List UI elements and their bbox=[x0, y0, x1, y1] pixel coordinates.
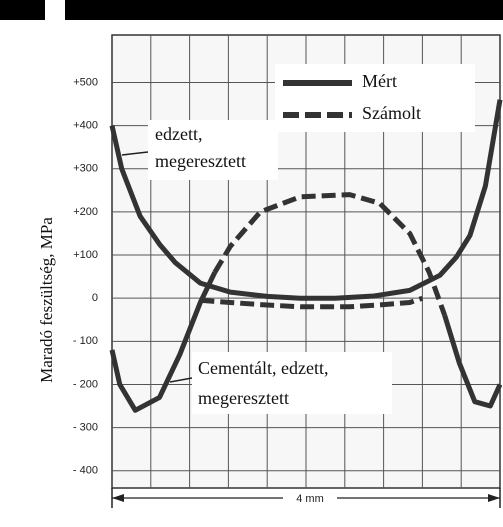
header-bar bbox=[65, 0, 503, 20]
legend-label: Számolt bbox=[362, 103, 421, 123]
y-tick-label: - 200 bbox=[73, 378, 98, 390]
solid-curve bbox=[109, 99, 503, 301]
annotation: megeresztett bbox=[198, 388, 289, 408]
annotation-box bbox=[192, 352, 392, 414]
annotation: megeresztett bbox=[155, 151, 246, 171]
annotation: edzett, bbox=[155, 124, 202, 144]
y-tick-label: - 400 bbox=[73, 465, 98, 477]
header-bar bbox=[0, 0, 45, 20]
annotation-box bbox=[148, 120, 278, 180]
solid-curve bbox=[109, 271, 218, 413]
annotation-arrow bbox=[169, 377, 193, 383]
dashed-curve bbox=[200, 295, 424, 310]
y-tick-label: +100 bbox=[73, 249, 98, 261]
y-tick-label: - 100 bbox=[73, 335, 98, 347]
annotation: Cementált, edzett, bbox=[198, 358, 328, 378]
y-axis-label: Maradó feszültség, MPa bbox=[37, 217, 56, 383]
solid-curve bbox=[442, 314, 503, 409]
y-tick-label: - 300 bbox=[73, 422, 98, 434]
y-tick-label: +200 bbox=[73, 206, 98, 218]
dimension-label: 4 mm bbox=[296, 493, 324, 505]
y-tick-label: 0 bbox=[92, 292, 98, 304]
legend-label: Mért bbox=[362, 71, 397, 91]
y-tick-label: +500 bbox=[73, 76, 98, 88]
legend-box bbox=[275, 64, 475, 132]
y-tick-label: +300 bbox=[73, 163, 98, 175]
y-tick-label: +400 bbox=[73, 120, 98, 132]
annotation-arrow bbox=[121, 151, 149, 156]
dashed-curve bbox=[212, 192, 448, 317]
dimension-label-bg bbox=[283, 490, 337, 506]
